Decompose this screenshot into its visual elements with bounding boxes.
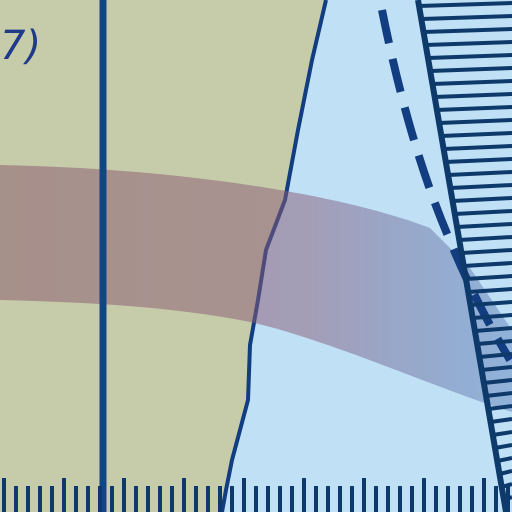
- frame-tick: [436, 105, 512, 112]
- frame-tick: [481, 365, 512, 372]
- frame-tick: [452, 196, 512, 203]
- highlight-band: [0, 165, 512, 412]
- frame-tick: [434, 92, 512, 99]
- frame-tick: [465, 274, 512, 281]
- frame-ticks-bottom: [2, 478, 510, 512]
- frame-tick: [445, 157, 512, 164]
- frame-tick: [423, 27, 512, 34]
- frame-tick: [447, 170, 512, 177]
- frame-tick: [461, 248, 512, 255]
- map-label-fragment: 7): [0, 23, 42, 69]
- frame-tick: [470, 300, 512, 307]
- frame-tick: [492, 430, 512, 437]
- frame-tick: [474, 326, 512, 333]
- frame-tick: [430, 66, 512, 73]
- frame-tick: [427, 53, 512, 60]
- frame-tick: [499, 469, 512, 476]
- frame-tick: [483, 378, 512, 385]
- frame-tick: [454, 209, 512, 216]
- frame-tick: [456, 222, 512, 229]
- frame-tick: [501, 482, 512, 489]
- frame-tick: [432, 79, 512, 86]
- frame-tick: [441, 131, 512, 138]
- frame-tick: [476, 339, 512, 346]
- frame-tick: [472, 313, 512, 320]
- frame-ticks-right: [415, 0, 512, 512]
- frame-tick: [450, 183, 512, 190]
- frame-tick: [490, 417, 512, 424]
- frame-tick: [496, 456, 512, 463]
- frame-tick: [421, 14, 512, 21]
- frame-tick: [479, 352, 512, 359]
- frame-tick: [439, 118, 512, 125]
- frame-tick: [425, 40, 512, 47]
- frame-tick: [485, 391, 512, 398]
- frame-tick: [459, 235, 512, 242]
- frame-tick: [418, 1, 512, 8]
- frame-tick: [468, 287, 512, 294]
- frame-tick: [443, 144, 512, 151]
- frame-tick: [488, 404, 512, 411]
- frame-tick: [494, 443, 512, 450]
- frame-tick: [463, 261, 512, 268]
